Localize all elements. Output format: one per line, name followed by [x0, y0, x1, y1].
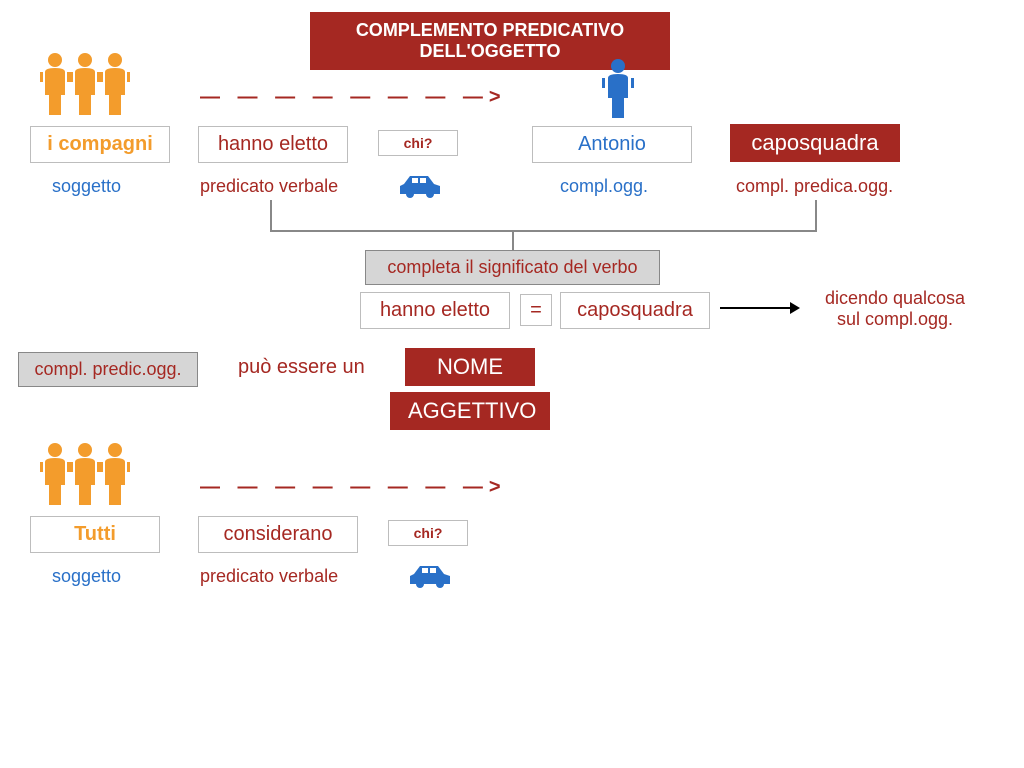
predicative-text: caposquadra — [751, 130, 878, 155]
term-box: compl. predic.ogg. — [18, 352, 198, 387]
verb-label-2: predicato verbale — [200, 566, 338, 587]
arrow-to-note — [720, 296, 800, 325]
question-box-1: chi? — [378, 130, 458, 156]
subject-label-1: soggetto — [52, 176, 121, 197]
question-box-2: chi? — [388, 520, 468, 546]
predicative-box-1: caposquadra — [730, 124, 900, 162]
people-group-1 — [40, 50, 130, 118]
car-icon-1 — [398, 174, 442, 205]
subject-label-2: soggetto — [52, 566, 121, 587]
subject-box-2: Tutti — [30, 516, 160, 553]
object-label-1: compl.ogg. — [560, 176, 648, 197]
dashed-arrow-2: — — — — — — — —> — [200, 476, 507, 499]
people-group-2 — [40, 440, 130, 508]
orange-people-icon-2 — [40, 440, 130, 508]
object-text: Antonio — [578, 133, 646, 155]
question-text: chi? — [404, 135, 433, 151]
side-note: dicendo qualcosa sul compl.ogg. — [810, 288, 980, 330]
predicative-label-1: compl. predica.ogg. — [736, 176, 893, 197]
blue-person-1 — [600, 58, 636, 125]
verb-label-1: predicato verbale — [200, 176, 338, 197]
completes-box: completa il significato del verbo — [365, 250, 660, 285]
nome-box: NOME — [405, 348, 535, 386]
predicative-again-box: caposquadra — [560, 292, 710, 329]
verb-again-box: hanno eletto — [360, 292, 510, 329]
dashed-arrow-1: — — — — — — — —> — [200, 86, 507, 109]
subject-box-1: i compagni — [30, 126, 170, 163]
verb-box-1: hanno eletto — [198, 126, 348, 163]
aggettivo-box: AGGETTIVO — [390, 392, 550, 430]
car-icon-2 — [408, 564, 452, 595]
orange-people-icon — [40, 50, 130, 118]
blue-person-icon — [600, 58, 636, 120]
verb-text: hanno eletto — [218, 133, 328, 155]
verb-box-2: considerano — [198, 516, 358, 553]
can-be-text: può essere un — [238, 356, 365, 379]
equals-box: = — [520, 294, 552, 326]
subject-text: i compagni — [47, 133, 153, 155]
object-box-1: Antonio — [532, 126, 692, 163]
title-text: COMPLEMENTO PREDICATIVO DELL'OGGETTO — [356, 20, 624, 61]
